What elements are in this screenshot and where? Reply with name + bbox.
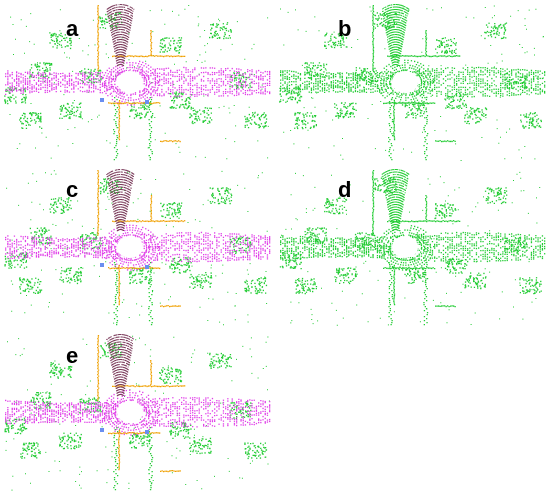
points-orange [97, 335, 186, 473]
point-cloud-panel [4, 169, 271, 326]
points-dark [106, 4, 135, 67]
panel-label: c [66, 177, 78, 202]
sensor-center [117, 71, 143, 93]
panel-label: b [338, 16, 351, 41]
panel-label: d [338, 177, 351, 202]
points-green [4, 5, 269, 161]
points-orange [97, 170, 186, 308]
sensor-center [392, 236, 418, 258]
points-orange [97, 5, 186, 143]
point-cloud-panel [279, 4, 546, 161]
panel-label: a [66, 16, 79, 41]
point-cloud-panel [279, 169, 546, 326]
points-dark [106, 169, 135, 232]
point-cloud-panel [4, 334, 271, 491]
points-magenta [5, 60, 271, 106]
points-green [279, 4, 546, 161]
sensor-center [117, 236, 143, 258]
sensor-center [117, 401, 143, 423]
sensor-center [392, 71, 418, 93]
point-cloud-panel [4, 4, 271, 161]
panel-label: e [66, 343, 78, 368]
points-dark [106, 334, 134, 397]
